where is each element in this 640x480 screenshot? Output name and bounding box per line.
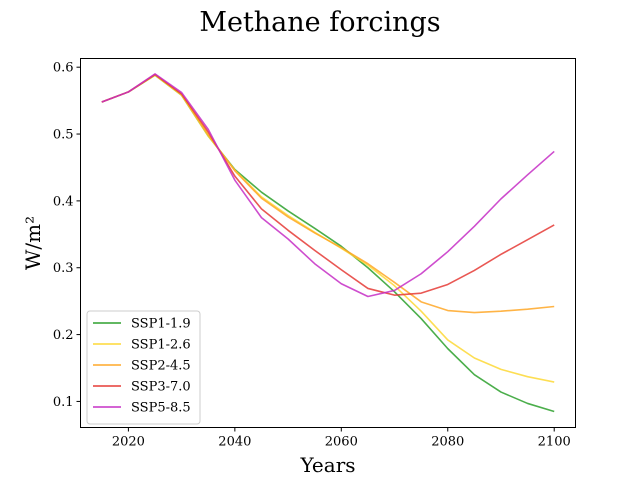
chart-title: Methane forcings	[199, 7, 440, 38]
y-tick-label: 0.1	[53, 395, 74, 410]
x-tick-label: 2020	[112, 435, 145, 450]
series-line-ssp2-4.5	[101, 73, 555, 314]
legend-entry: SSP5-8.5	[131, 401, 191, 416]
y-axis-label: W/m²	[21, 216, 45, 270]
legend-entry: SSP3-7.0	[131, 380, 191, 395]
x-tick-label: 2060	[325, 435, 358, 450]
x-tick-label: 2100	[538, 435, 571, 450]
legend-entry: SSP1-2.6	[131, 338, 191, 353]
y-tick-label: 0.6	[53, 61, 74, 76]
x-axis-label: Years	[299, 453, 355, 477]
series-line-ssp3-7.0	[101, 73, 555, 296]
y-tick-label: 0.5	[53, 128, 74, 143]
series-line-ssp5-8.5	[101, 73, 555, 298]
legend-box	[86, 310, 201, 425]
legend-entry: SSP2-4.5	[131, 359, 191, 374]
y-tick-label: 0.3	[53, 261, 74, 276]
axis-ticks: 2020 2040 2060 2080 2100 0.1 0.2 0.3 0.4 0.5 0.6	[53, 61, 571, 450]
y-tick-label: 0.2	[53, 328, 74, 343]
plot-frame	[80, 58, 576, 428]
plot-lines	[101, 73, 555, 413]
x-tick-label: 2080	[431, 435, 464, 450]
legend: SSP1-1.9 SSP1-2.6 SSP2-4.5 SSP3-7.0 SSP5-8.5	[86, 310, 201, 425]
y-tick-label: 0.4	[53, 194, 74, 209]
x-tick-label: 2040	[218, 435, 251, 450]
legend-entry: SSP1-1.9	[131, 317, 191, 332]
